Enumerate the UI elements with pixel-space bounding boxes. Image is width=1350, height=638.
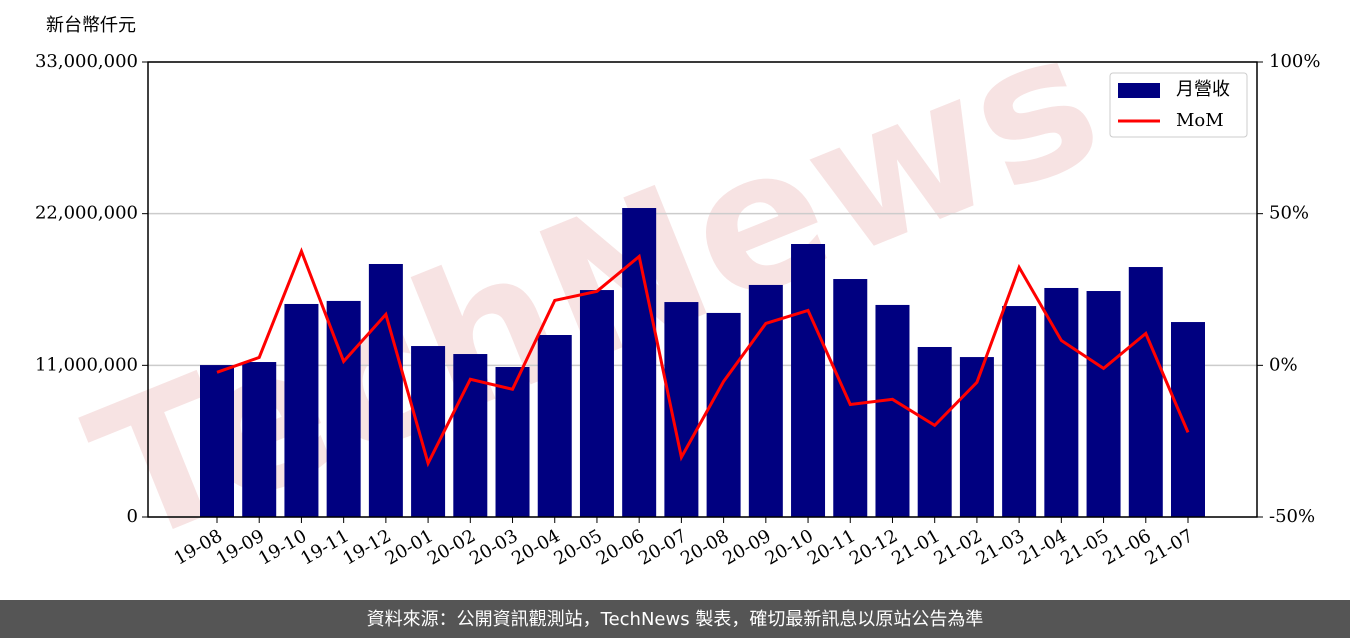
- footer-bar: [0, 600, 1350, 638]
- bar: [706, 312, 741, 517]
- legend-label: MoM: [1176, 110, 1224, 131]
- y2-tick-label: 50%: [1269, 203, 1309, 224]
- bar: [875, 304, 910, 517]
- line: [216, 247, 1190, 468]
- bar: [411, 346, 446, 517]
- x-tick-label: 21-07: [1142, 525, 1197, 569]
- footer-text: 資料來源：公開資訊觀測站，TechNews 製表，確切最新訊息以原站公告為準: [367, 609, 984, 630]
- bar: [791, 244, 826, 517]
- y-tick-label: 22,000,000: [35, 203, 138, 224]
- bar: [368, 263, 403, 517]
- legend-swatch: [1118, 83, 1160, 98]
- bar: [284, 303, 319, 517]
- bar: [664, 302, 699, 517]
- bar: [1128, 267, 1163, 517]
- bar: [1002, 306, 1037, 517]
- bar: [242, 362, 277, 517]
- y-tick-label: 11,000,000: [35, 354, 138, 375]
- legend-label: 月營收: [1176, 79, 1230, 100]
- bar: [622, 208, 657, 517]
- y2-tick-label: 100%: [1269, 51, 1320, 72]
- bar: [1044, 287, 1079, 517]
- bar: [200, 365, 234, 517]
- bar: [537, 335, 572, 517]
- plot-frame: [147, 61, 1258, 518]
- bar: [1086, 291, 1121, 517]
- bar: [1171, 322, 1205, 517]
- y2-tick-label: 0%: [1269, 354, 1298, 375]
- y-tick-label: 33,000,000: [35, 51, 138, 72]
- bar: [579, 290, 614, 517]
- bar: [326, 300, 361, 517]
- y2-tick-label: -50%: [1269, 506, 1315, 527]
- bar: [495, 366, 530, 517]
- y-axis-title: 新台幣仟元: [46, 15, 136, 36]
- y-tick-label: 0: [127, 506, 138, 527]
- bar: [917, 346, 952, 517]
- bar: [833, 279, 868, 517]
